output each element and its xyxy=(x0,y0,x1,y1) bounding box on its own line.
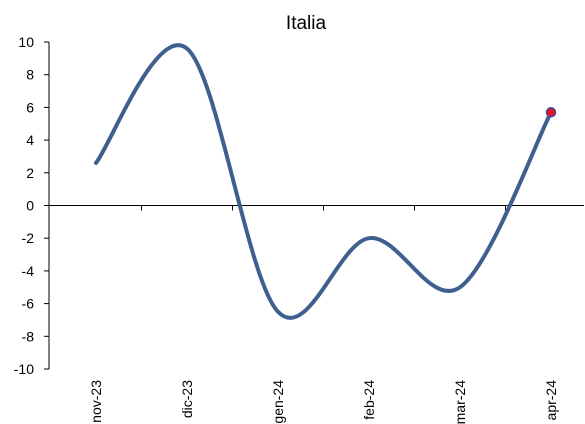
x-tick-label: mar-24 xyxy=(452,380,468,424)
y-tick-label: -6 xyxy=(22,296,35,312)
y-tick-label: 6 xyxy=(26,99,34,115)
data-point xyxy=(94,161,98,165)
y-tick-label: -2 xyxy=(22,230,35,246)
chart-title: Italia xyxy=(286,13,327,34)
x-tick-label: gen-24 xyxy=(270,380,286,424)
last-point-marker xyxy=(545,107,557,118)
x-tick-label: feb-24 xyxy=(361,380,377,420)
data-point xyxy=(185,47,189,51)
data-point xyxy=(367,236,371,240)
y-tick-label: 8 xyxy=(26,67,34,83)
series-layer xyxy=(94,43,557,320)
x-tick-label: apr-24 xyxy=(543,380,559,421)
y-tick-label: -4 xyxy=(22,263,35,279)
y-tick-label: -10 xyxy=(14,361,34,377)
y-tick-label: 2 xyxy=(26,165,34,181)
x-tick-label: dic-23 xyxy=(179,380,195,418)
series-line xyxy=(94,43,553,320)
y-axis-ticks: 10 8 6 4 2 0 -2 -4 -6 -8 -10 xyxy=(14,34,49,377)
y-tick-label: 0 xyxy=(26,198,34,214)
y-tick-label: 10 xyxy=(18,34,34,50)
x-tick-label: nov-23 xyxy=(88,380,104,423)
y-tick-label: -8 xyxy=(22,328,35,344)
y-tick-label: 4 xyxy=(26,132,34,148)
x-axis-ticks: nov-23 dic-23 gen-24 feb-24 mar-24 apr-24 xyxy=(88,205,559,424)
data-point xyxy=(458,285,462,289)
data-point xyxy=(276,310,280,314)
